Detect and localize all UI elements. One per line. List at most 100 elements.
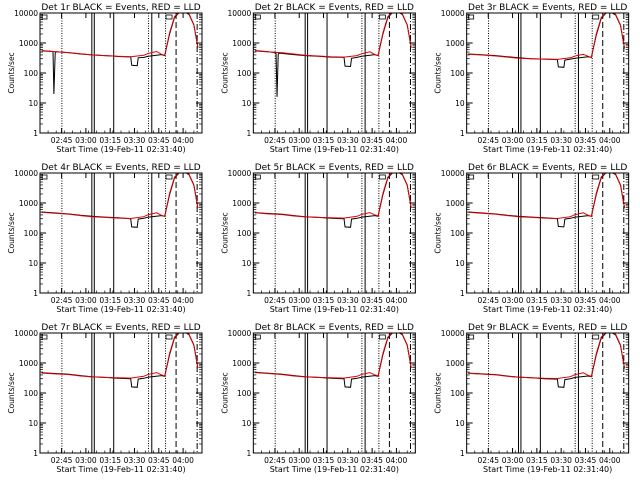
- chart-title: Det 8r BLACK = Events, RED = LLD: [255, 323, 414, 333]
- plot-frame: [466, 332, 630, 454]
- y-tick-label: 100: [24, 69, 39, 78]
- x-axis-label: Start Time (19-Feb-11 02:31:40): [483, 305, 612, 314]
- x-axis-label: Start Time (19-Feb-11 02:31:40): [270, 465, 399, 474]
- x-tick-label: 04:00: [599, 456, 621, 465]
- flare-marker: [165, 334, 173, 340]
- x-tick-label: 04:00: [386, 136, 408, 145]
- x-tick-label: 03:00: [288, 456, 310, 465]
- y-tick-label: 1000: [232, 359, 251, 368]
- x-tick-label: 03:30: [124, 296, 146, 305]
- x-tick-label: 03:15: [526, 296, 548, 305]
- x-tick-label: 03:00: [288, 136, 310, 145]
- y-axis-label: Counts/sec: [434, 372, 443, 413]
- events-line: [254, 13, 412, 97]
- chart-title: Det 7r BLACK = Events, RED = LLD: [41, 323, 200, 333]
- x-tick-label: 03:15: [99, 296, 121, 305]
- y-axis-label: Counts/sec: [220, 212, 229, 253]
- y-tick-label: 10000: [227, 9, 251, 18]
- x-tick-label: 03:30: [124, 456, 146, 465]
- lld-line: [41, 333, 199, 379]
- x-tick-label: 03:30: [337, 456, 359, 465]
- chart-panel: Det 8r BLACK = Events, RED = LLD 1 10 100 10…: [220, 323, 416, 474]
- chart-title: Det 6r BLACK = Events, RED = LLD: [468, 163, 627, 173]
- plot-frame: [39, 12, 203, 134]
- chart-panel: Det 4r BLACK = Events, RED = LLD 1 10 100 10…: [7, 163, 203, 314]
- chart-title: Det 4r BLACK = Events, RED = LLD: [41, 163, 200, 173]
- y-axis-label: Counts/sec: [220, 52, 229, 93]
- y-tick-label: 1: [460, 289, 465, 298]
- y-tick-label: 1000: [446, 359, 465, 368]
- events-line: [41, 173, 199, 228]
- flare-marker: [378, 174, 386, 180]
- flare-marker: [378, 14, 386, 20]
- chart-panel: Det 1r BLACK = Events, RED = LLD 1 10 100 10…: [7, 3, 203, 154]
- corner-marker: [468, 174, 475, 180]
- x-tick-label: 03:45: [361, 456, 383, 465]
- events-line: [41, 333, 199, 388]
- y-tick-label: 100: [450, 69, 465, 78]
- x-tick-label: 03:30: [550, 296, 572, 305]
- x-tick-label: 04:00: [172, 456, 194, 465]
- y-tick-label: 10000: [14, 169, 38, 178]
- y-tick-label: 1000: [232, 199, 251, 208]
- corner-marker: [468, 334, 475, 340]
- y-axis-label: Counts/sec: [7, 372, 16, 413]
- x-tick-label: 02:45: [264, 296, 286, 305]
- lld-line: [468, 333, 626, 380]
- x-tick-label: 04:00: [172, 136, 194, 145]
- y-tick-label: 1000: [19, 39, 38, 48]
- x-tick-label: 02:45: [477, 136, 499, 145]
- chart-panel: Det 6r BLACK = Events, RED = LLD 1 10 100 10…: [434, 163, 630, 314]
- y-tick-label: 10000: [227, 329, 251, 338]
- corner-marker: [41, 174, 48, 180]
- y-tick-label: 10: [242, 99, 252, 108]
- chart-panel: Det 2r BLACK = Events, RED = LLD 1 10 100 10…: [220, 3, 416, 154]
- y-axis-label: Counts/sec: [7, 52, 16, 93]
- x-tick-label: 03:15: [99, 136, 121, 145]
- flare-marker: [165, 14, 173, 20]
- x-axis-label: Start Time (19-Feb-11 02:31:40): [483, 465, 612, 474]
- flare-marker: [378, 334, 386, 340]
- plot-frame: [252, 172, 416, 294]
- x-tick-label: 03:30: [337, 296, 359, 305]
- x-tick-label: 03:15: [313, 296, 335, 305]
- y-tick-label: 100: [450, 229, 465, 238]
- y-tick-label: 1: [247, 129, 252, 138]
- x-tick-label: 03:15: [313, 456, 335, 465]
- flare-marker: [592, 174, 600, 180]
- x-tick-label: 04:00: [599, 136, 621, 145]
- chart-title: Det 5r BLACK = Events, RED = LLD: [255, 163, 414, 173]
- flare-marker: [592, 334, 600, 340]
- corner-marker: [41, 334, 48, 340]
- y-tick-label: 100: [24, 389, 39, 398]
- events-line: [254, 333, 412, 388]
- x-tick-label: 03:00: [502, 136, 524, 145]
- y-tick-label: 1000: [446, 199, 465, 208]
- chart-panel: Det 3r BLACK = Events, RED = LLD 1 10 100 10…: [434, 3, 630, 154]
- lld-line: [254, 13, 412, 58]
- x-tick-label: 03:30: [550, 456, 572, 465]
- x-tick-label: 03:45: [148, 456, 170, 465]
- x-tick-label: 03:30: [124, 136, 146, 145]
- x-tick-label: 02:45: [477, 296, 499, 305]
- y-axis-label: Counts/sec: [220, 372, 229, 413]
- x-tick-label: 03:45: [361, 136, 383, 145]
- x-axis-label: Start Time (19-Feb-11 02:31:40): [270, 145, 399, 154]
- y-tick-label: 10: [455, 259, 465, 268]
- x-tick-label: 03:00: [502, 296, 524, 305]
- x-axis-label: Start Time (19-Feb-11 02:31:40): [56, 145, 185, 154]
- y-tick-label: 10: [28, 259, 38, 268]
- x-tick-label: 03:00: [75, 456, 97, 465]
- corner-marker: [254, 174, 261, 180]
- events-line: [254, 173, 412, 228]
- y-tick-label: 100: [450, 389, 465, 398]
- y-tick-label: 10000: [227, 169, 251, 178]
- lld-line: [41, 13, 199, 58]
- corner-marker: [41, 14, 48, 20]
- x-tick-label: 03:45: [575, 136, 597, 145]
- chart-panel: Det 9r BLACK = Events, RED = LLD 1 10 100 10…: [434, 323, 630, 474]
- corner-marker: [254, 334, 261, 340]
- y-tick-label: 100: [237, 69, 252, 78]
- lld-line: [41, 173, 199, 220]
